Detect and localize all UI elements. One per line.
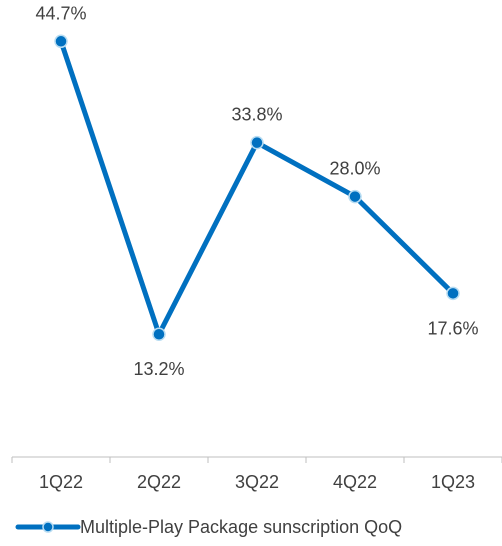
data-labels: 44.7% 13.2% 33.8% 28.0% 17.6% xyxy=(35,3,478,379)
series-line xyxy=(58,38,456,337)
data-label: 28.0% xyxy=(329,159,380,179)
x-tick-label: 2Q22 xyxy=(137,472,181,492)
data-point xyxy=(250,135,264,150)
data-label: 33.8% xyxy=(231,105,282,125)
x-axis: 1Q22 2Q22 3Q22 4Q22 1Q23 xyxy=(11,456,502,492)
data-label: 17.6% xyxy=(427,318,478,338)
data-label: 44.7% xyxy=(35,3,86,23)
x-tick-label: 1Q22 xyxy=(39,472,83,492)
data-point xyxy=(348,189,362,204)
legend-label: Multiple-Play Package sunscription QoQ xyxy=(80,517,402,537)
data-point xyxy=(446,286,460,301)
data-point xyxy=(54,34,68,49)
data-point xyxy=(152,327,166,341)
data-label: 13.2% xyxy=(133,359,184,379)
legend-marker-swatch xyxy=(42,521,54,533)
legend: Multiple-Play Package sunscription QoQ xyxy=(15,517,402,537)
x-tick-label: 1Q23 xyxy=(431,472,475,492)
data-markers xyxy=(54,34,460,341)
series-line-group xyxy=(58,38,456,337)
x-tick-label: 4Q22 xyxy=(333,472,377,492)
x-tick-label: 3Q22 xyxy=(235,472,279,492)
